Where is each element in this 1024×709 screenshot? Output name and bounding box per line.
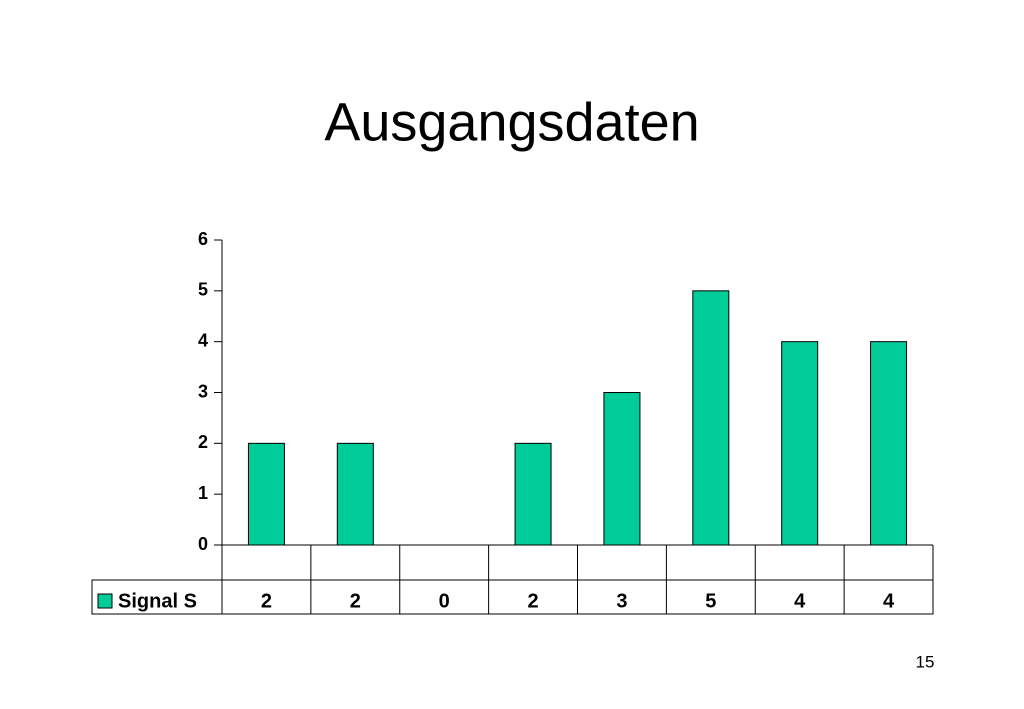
y-tick-label: 6 — [198, 229, 208, 249]
data-table-value: 4 — [883, 590, 895, 612]
y-tick-label: 0 — [198, 534, 208, 554]
bar — [336, 442, 374, 546]
data-table-value: 5 — [705, 590, 716, 612]
bar — [870, 341, 908, 546]
data-table-value: 2 — [261, 590, 272, 612]
bar — [781, 341, 819, 546]
data-table-value: 0 — [439, 590, 450, 612]
data-table-value: 2 — [528, 590, 539, 612]
bar — [692, 290, 730, 546]
legend-swatch — [97, 593, 113, 609]
y-tick-label: 4 — [198, 330, 208, 350]
legend-label: Signal S — [118, 590, 197, 612]
data-table-value: 3 — [616, 590, 627, 612]
data-table-value: 4 — [794, 590, 806, 612]
data-table-frame — [91, 579, 934, 615]
y-tick-label: 5 — [198, 280, 208, 300]
y-tick-label: 3 — [198, 381, 208, 401]
y-tick-label: 1 — [198, 483, 208, 503]
data-table-value: 2 — [350, 590, 361, 612]
bar — [514, 442, 552, 546]
bar — [603, 392, 641, 546]
y-tick-label: 2 — [198, 432, 208, 452]
bar — [247, 442, 285, 546]
page-number: 15 — [916, 652, 935, 671]
chart-title: Ausgangsdaten — [324, 92, 699, 152]
